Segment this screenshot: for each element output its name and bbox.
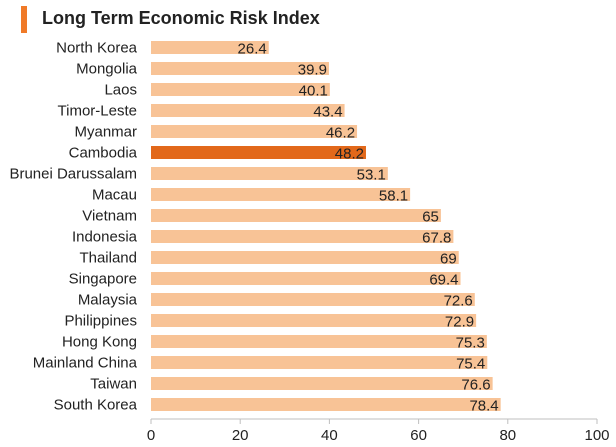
bar-north-korea (151, 41, 269, 54)
data-label: 58.1 (379, 188, 408, 205)
bar-laos (151, 83, 330, 96)
data-label: 48.2 (335, 146, 364, 163)
x-tick-label: 100 (584, 427, 609, 444)
data-label: 53.1 (357, 167, 386, 184)
x-tick-label: 80 (499, 427, 516, 444)
bar-macau (151, 188, 411, 201)
chart-title: Long Term Economic Risk Index (42, 8, 320, 28)
data-label: 67.8 (422, 230, 451, 247)
category-label: Cambodia (69, 145, 138, 162)
data-label: 69 (440, 251, 457, 268)
bar-south-korea (151, 398, 501, 411)
category-label: Mainland China (33, 355, 138, 372)
bar-thailand (151, 251, 459, 264)
category-label: Taiwan (90, 376, 137, 393)
bar-mainland-china (151, 356, 488, 369)
x-tick-label: 20 (232, 427, 249, 444)
title-accent-bar (21, 6, 27, 33)
category-label: Myanmar (74, 124, 137, 141)
data-label: 46.2 (326, 125, 355, 142)
category-label: North Korea (56, 40, 138, 57)
data-label: 75.3 (456, 335, 485, 352)
bar-vietnam (151, 209, 441, 222)
data-label: 69.4 (429, 272, 458, 289)
bar-myanmar (151, 125, 358, 138)
x-tick-label: 40 (321, 427, 338, 444)
category-label: Brunei Darussalam (9, 166, 137, 183)
x-tick-label: 60 (410, 427, 427, 444)
category-label: Hong Kong (62, 334, 137, 351)
data-label: 39.9 (298, 62, 327, 79)
category-label: Timor-Leste (58, 103, 137, 120)
category-label: Indonesia (72, 229, 138, 246)
bar-hong-kong (151, 335, 487, 348)
category-label: Laos (104, 82, 137, 99)
category-label: South Korea (54, 397, 138, 414)
data-label: 78.4 (469, 398, 498, 415)
data-label: 43.4 (313, 104, 342, 121)
data-label: 75.4 (456, 356, 485, 373)
category-label: Malaysia (78, 292, 138, 309)
data-label: 72.9 (445, 314, 474, 331)
bar-philippines (151, 314, 477, 327)
bar-cambodia (151, 146, 366, 159)
category-label: Vietnam (82, 208, 137, 225)
bar-timor-leste (151, 104, 345, 117)
bar-malaysia (151, 293, 475, 306)
data-label: 26.4 (238, 41, 267, 58)
bar-brunei-darussalam (151, 167, 388, 180)
category-label: Thailand (79, 250, 137, 267)
bar-taiwan (151, 377, 493, 390)
bar-mongolia (151, 62, 329, 75)
category-label: Philippines (64, 313, 137, 330)
data-label: 65 (422, 209, 439, 226)
bar-indonesia (151, 230, 454, 243)
data-label: 76.6 (461, 377, 490, 394)
x-tick-label: 0 (147, 427, 155, 444)
data-label: 40.1 (299, 83, 328, 100)
bar-singapore (151, 272, 461, 285)
category-label: Mongolia (76, 61, 138, 78)
category-label: Macau (92, 187, 137, 204)
data-label: 72.6 (444, 293, 473, 310)
category-label: Singapore (69, 271, 137, 288)
